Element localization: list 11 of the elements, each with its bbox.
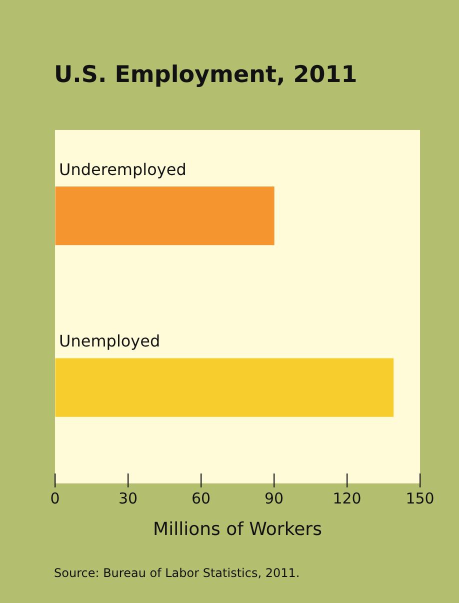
x-tick-label: 90 xyxy=(264,489,284,508)
x-tick-label: 60 xyxy=(191,489,211,508)
y-tick-label: Underemployed xyxy=(59,160,186,180)
x-axis-title: Millions of Workers xyxy=(153,518,322,540)
x-tick-label: 120 xyxy=(332,489,362,508)
source-note: Source: Bureau of Labor Statistics, 2011. xyxy=(54,566,300,580)
y-tick-label: Unemployed xyxy=(59,332,160,351)
chart-title: U.S. Employment, 2011 xyxy=(54,62,358,88)
x-tick-label: 30 xyxy=(118,489,138,508)
x-tick-label: 0 xyxy=(50,489,60,508)
x-tick-label: 150 xyxy=(406,489,434,508)
